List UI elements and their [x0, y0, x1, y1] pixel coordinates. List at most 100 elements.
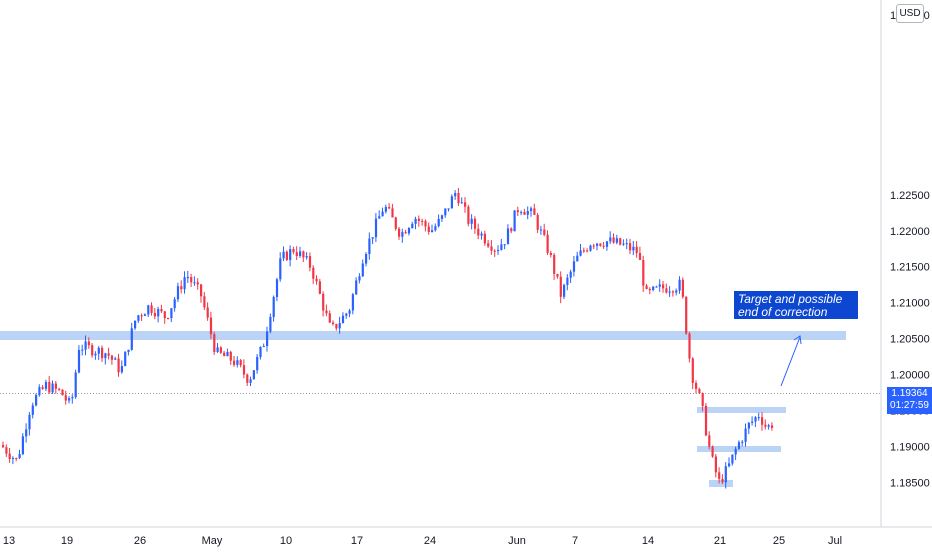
candle-body	[266, 331, 269, 347]
candle-body	[470, 218, 473, 224]
time-tick-label: 21	[714, 535, 726, 547]
candle-body	[497, 249, 500, 251]
candle-body	[764, 424, 767, 427]
candle-body	[767, 425, 770, 427]
candle-body	[41, 387, 44, 389]
candle-body	[407, 228, 411, 234]
candle-body	[91, 345, 94, 356]
candle-body	[477, 228, 480, 236]
candle-body	[358, 276, 361, 281]
candle-body	[450, 196, 453, 209]
candle-body	[355, 280, 358, 295]
candle-body	[734, 448, 737, 455]
candle-body	[398, 228, 401, 237]
candle-body	[701, 393, 704, 406]
time-tick-label: 19	[61, 535, 73, 547]
candle-body	[652, 286, 655, 290]
candle-body	[341, 315, 345, 324]
candle-body	[124, 351, 127, 367]
time-tick-label: 10	[280, 535, 292, 547]
candle-body	[335, 324, 338, 329]
currency-badge[interactable]: USD	[896, 4, 924, 23]
candle-body	[579, 250, 582, 256]
candle-body	[87, 341, 90, 346]
candle-body	[612, 237, 615, 243]
arrow-head-icon	[793, 335, 802, 345]
candle-body	[153, 312, 156, 317]
candle-body	[741, 441, 744, 443]
candle-body	[553, 254, 556, 274]
candle-body	[282, 251, 285, 259]
candle-body	[279, 258, 282, 280]
candle-body	[203, 296, 206, 308]
candle-body	[444, 208, 447, 216]
candle-body	[219, 347, 222, 353]
candle-body	[467, 206, 470, 224]
annotation-note[interactable]: Target and possible end of correction	[734, 291, 858, 319]
candle-body	[394, 217, 397, 229]
candle-body	[120, 366, 123, 373]
candle-body	[556, 273, 559, 277]
candle-body	[714, 456, 717, 473]
candle-body	[424, 221, 427, 227]
candle-body	[299, 251, 302, 257]
candle-body	[724, 466, 727, 483]
candle-body	[609, 237, 612, 242]
time-tick-label: May	[202, 535, 223, 547]
candle-body	[731, 454, 734, 464]
candle-body	[510, 228, 513, 232]
candle-body	[315, 278, 318, 282]
time-tick-label: 24	[424, 535, 436, 547]
candle-body	[592, 245, 595, 247]
candle-body	[381, 211, 384, 217]
candle-body	[629, 243, 632, 251]
candle-body	[427, 226, 430, 232]
time-tick-label: 17	[351, 535, 363, 547]
candle-body	[44, 381, 48, 389]
candle-body	[11, 458, 15, 460]
candle-body	[54, 383, 57, 389]
candle-body	[48, 381, 51, 393]
candle-body	[526, 211, 529, 215]
candle-body	[196, 282, 199, 285]
price-axis: 1.250001.225001.220001.215001.210001.205…	[890, 10, 930, 490]
candle-body	[487, 243, 490, 247]
candle-body	[2, 445, 5, 448]
candle-body	[569, 271, 572, 278]
candle-body	[173, 299, 176, 309]
candle-body	[209, 317, 213, 335]
candle-body	[84, 341, 87, 350]
candle-body	[662, 284, 665, 289]
candle-body	[114, 358, 117, 360]
candle-body	[190, 277, 193, 283]
time-tick-label: 14	[642, 535, 654, 547]
candle-body	[721, 478, 724, 483]
candle-body	[325, 310, 328, 314]
price-tick-label: 1.21500	[890, 262, 930, 274]
candle-body	[638, 253, 642, 260]
price-tick-label: 1.20000	[890, 370, 930, 382]
candle-body	[58, 388, 61, 390]
candle-body	[259, 346, 262, 357]
time-tick-label: Jul	[828, 535, 842, 547]
candle-body	[94, 353, 97, 356]
time-tick-label: Jun	[508, 535, 526, 547]
candle-body	[632, 246, 635, 251]
candle-body	[193, 282, 196, 284]
candle-body	[77, 350, 81, 373]
candle-body	[183, 277, 186, 290]
candle-body	[68, 398, 71, 401]
candle-body	[143, 314, 147, 316]
candle-body	[223, 352, 226, 357]
candle-body	[417, 218, 420, 221]
zone-lower	[709, 480, 733, 487]
candle-body	[163, 311, 166, 319]
candle-body	[586, 250, 589, 252]
candle-body	[414, 218, 417, 224]
candle-body	[744, 428, 747, 442]
candle-body	[605, 241, 609, 247]
candle-body	[572, 261, 576, 272]
candle-body	[401, 232, 404, 237]
